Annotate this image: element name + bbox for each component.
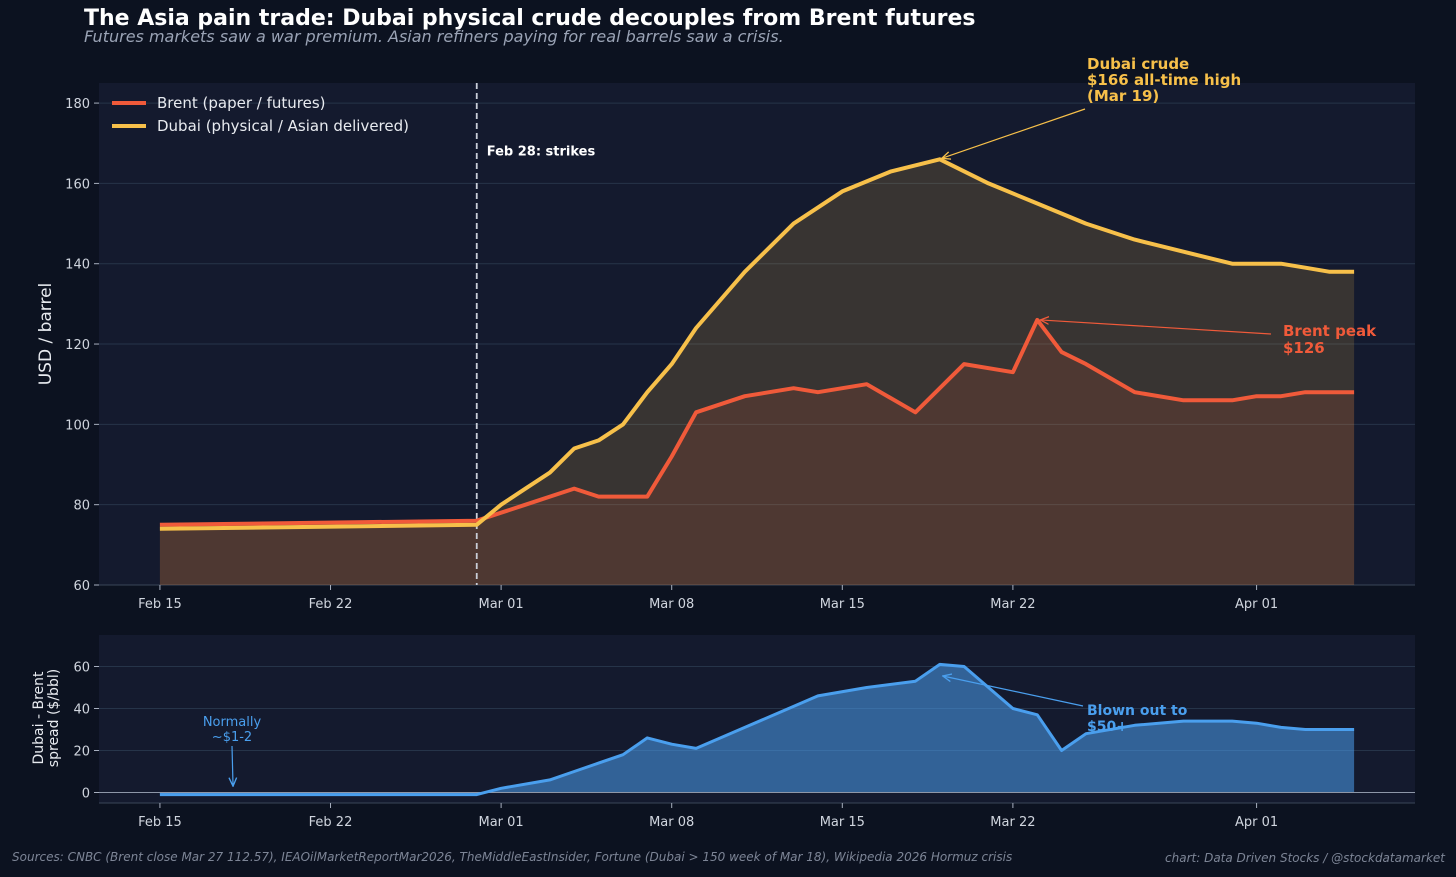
y-tick-label: 160: [65, 177, 90, 192]
y-tick-label: 180: [65, 97, 90, 112]
blown-out-annotation-line: $50+: [1087, 719, 1128, 735]
plot-area: [99, 83, 1415, 585]
y-axis-label: USD / barrel: [36, 283, 56, 386]
x-tick-label: Mar 15: [820, 815, 865, 830]
brent-peak-arrow: [1040, 320, 1272, 335]
spread-y-axis-label: Dubai - Brentspread ($/bbl): [31, 669, 62, 767]
x-tick-label: Mar 08: [649, 597, 694, 612]
strikes-label: Feb 28: strikes: [487, 144, 596, 159]
dubai-peak-annotation-line: (Mar 19): [1087, 87, 1159, 105]
chart-credit: chart: Data Driven Stocks / @stockdatama…: [1165, 851, 1445, 865]
x-tick-label: Mar 08: [649, 815, 694, 830]
dubai-line: [159, 157, 1355, 531]
blown-out-annotation-line: Blown out to: [1087, 703, 1188, 719]
x-tick-label: Apr 01: [1235, 815, 1278, 830]
x-tick-label: Feb 22: [309, 815, 353, 830]
y-tick-label: 60: [73, 661, 90, 676]
brent-line: [159, 317, 1355, 527]
dubai-peak-annotation-line: Dubai crude: [1087, 55, 1189, 73]
normal-spread-annotation-line: Normally: [203, 715, 262, 730]
y-tick-label: 100: [65, 418, 90, 433]
brent-peak-annotation-line: $126: [1283, 339, 1325, 357]
brent-peak-annotation-line: Brent peak: [1283, 322, 1377, 340]
normal-spread-annotation: Normally ~$1-2: [203, 715, 262, 745]
y-tick-label: 0: [82, 787, 90, 802]
x-tick-label: Mar 15: [820, 597, 865, 612]
x-tick-label: Mar 22: [990, 597, 1035, 612]
spread-y-axis-label-line: Dubai - Brent: [31, 671, 47, 765]
x-tick-label: Apr 01: [1235, 597, 1278, 612]
y-tick-label: 40: [73, 703, 90, 718]
normal-spread-arrow: [232, 745, 233, 786]
normal-spread-annotation-line: ~$1-2: [212, 730, 252, 745]
brent-peak-annotation: Brent peak $126: [1283, 322, 1377, 357]
y-tick-label: 120: [65, 338, 90, 353]
dubai-area-fill: [159, 159, 1355, 586]
sources-footnote: Sources: CNBC (Brent close Mar 27 112.57…: [12, 850, 1013, 864]
y-tick-label: 140: [65, 258, 90, 273]
y-tick-label: 20: [73, 745, 90, 760]
dubai-peak-annotation: Dubai crude $166 all-time high (Mar 19): [1087, 55, 1241, 105]
blown-out-annotation: Blown out to $50+: [1087, 703, 1188, 735]
x-tick-label: Mar 01: [479, 597, 524, 612]
x-tick-label: Mar 01: [479, 815, 524, 830]
legend-label-brent: Brent (paper / futures): [157, 94, 326, 112]
x-tick-label: Mar 22: [990, 815, 1035, 830]
spread-line: [159, 662, 1355, 797]
main-price-panel: 60 80 100 120 140 160 180 Feb 15 Feb 22 Mar 01 Mar…: [36, 55, 1415, 612]
x-tick-label: Feb 22: [309, 597, 353, 612]
dubai-peak-arrow: [942, 108, 1086, 158]
chart-title: The Asia pain trade: Dubai physical crud…: [84, 6, 976, 31]
spread-panel: 0 20 40 60 Feb 15 Feb 22 Mar 01 Mar 08 Mar 15 Mar…: [31, 635, 1415, 830]
y-tick-label: 80: [73, 499, 90, 514]
chart-subtitle: Futures markets saw a war premium. Asian…: [84, 27, 784, 46]
x-tick-label: Feb 15: [138, 597, 182, 612]
blown-out-arrow: [943, 676, 1084, 707]
dubai-peak-annotation-line: $166 all-time high: [1087, 71, 1241, 89]
legend-label-dubai: Dubai (physical / Asian delivered): [157, 117, 409, 135]
brent-area-fill: [159, 319, 1355, 585]
x-tick-label: Feb 15: [138, 815, 182, 830]
spread-y-axis-label-line: spread ($/bbl): [46, 669, 62, 767]
spread-area-fill: [159, 664, 1355, 795]
y-tick-label: 60: [73, 579, 90, 594]
